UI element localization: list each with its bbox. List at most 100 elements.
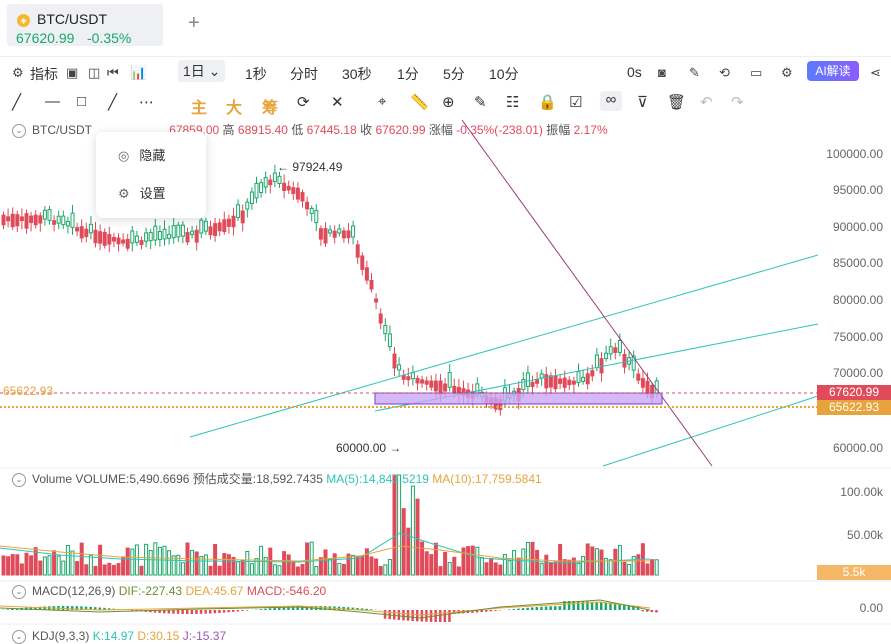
- y-label: 60000.00: [833, 441, 883, 455]
- legend-amp: 2.17%: [574, 123, 608, 137]
- rewind-icon[interactable]: ⏮: [107, 65, 119, 81]
- volume-bar: [416, 499, 419, 575]
- interval-1d[interactable]: 1日 ⌄: [178, 60, 225, 82]
- chart-type-icon[interactable]: 📊: [130, 65, 146, 81]
- macd-bar: [490, 610, 493, 611]
- interval-1s[interactable]: 1秒: [245, 64, 267, 84]
- lock-icon[interactable]: 🔒: [538, 93, 557, 111]
- macd-bar: [7, 609, 10, 610]
- candle-body: [255, 183, 258, 198]
- brush-icon[interactable]: ╱: [108, 93, 117, 111]
- volume-legend: ⌄Volume VOLUME:5,490.6696 预估成交量:18,592.7…: [12, 470, 542, 487]
- edit-icon[interactable]: ✎: [689, 65, 700, 81]
- text-tool-icon[interactable]: ⌖: [378, 93, 386, 110]
- macd-bar: [181, 610, 184, 614]
- volume-bar: [338, 563, 341, 575]
- collapse-icon[interactable]: ⌄: [12, 473, 26, 487]
- horizontal-line-icon[interactable]: —: [45, 93, 60, 110]
- volume-bar: [623, 562, 626, 575]
- candle-body: [186, 233, 189, 242]
- volume-bar: [85, 565, 88, 575]
- main-chart-toggle[interactable]: 主: [191, 94, 207, 118]
- menu-item-settings[interactable]: ⚙设置: [118, 183, 166, 202]
- interval-1m[interactable]: 1分: [397, 64, 419, 84]
- replay-icon[interactable]: ⟲: [719, 65, 730, 81]
- checklist-icon[interactable]: ☑: [569, 93, 582, 111]
- redo-icon[interactable]: ↷: [731, 93, 744, 111]
- volume-bar: [195, 552, 198, 575]
- candle-body: [25, 214, 28, 228]
- collapse-icon[interactable]: ⌄: [12, 585, 26, 599]
- indicators-button[interactable]: 指标: [30, 64, 58, 84]
- volume-bar: [287, 555, 290, 575]
- volume-bar: [361, 557, 364, 575]
- volume-bar: [301, 565, 304, 575]
- volume-bar: [439, 567, 442, 575]
- macd-bar: [508, 609, 511, 610]
- volume-bar: [614, 549, 617, 575]
- candle-body: [572, 381, 575, 384]
- big-order-toggle[interactable]: 大: [226, 94, 242, 118]
- symbol-tab[interactable]: ◈ BTC/USDT 67620.99 -0.35%: [7, 4, 163, 46]
- more-icon[interactable]: ⋯: [139, 93, 154, 111]
- candle-body: [563, 378, 566, 387]
- legend-close-label: 收: [360, 123, 372, 137]
- legend-amp-label: 振幅: [546, 123, 570, 137]
- collapse-icon[interactable]: ⌄: [12, 124, 26, 138]
- collapse-icon[interactable]: ⌄: [12, 630, 26, 644]
- magnet-icon[interactable]: ∞: [600, 91, 622, 111]
- trash-icon[interactable]: 🗑: [667, 93, 686, 111]
- menu-item-hide[interactable]: ◎隐藏: [118, 145, 165, 164]
- volume-bar: [549, 563, 552, 575]
- filter-icon[interactable]: ⊽: [637, 93, 648, 111]
- macd-bar: [269, 608, 272, 610]
- ai-analysis-button[interactable]: AI解读: [807, 61, 859, 81]
- volume-bar: [66, 546, 69, 575]
- rectangle-icon[interactable]: □: [77, 93, 86, 110]
- eraser-icon[interactable]: ✕: [331, 93, 344, 111]
- pen-icon[interactable]: ✎: [474, 93, 487, 111]
- interval-5m[interactable]: 5分: [443, 64, 465, 84]
- legend-change-label: 涨幅: [429, 123, 453, 137]
- layout-icon[interactable]: ◫: [88, 65, 100, 81]
- candle-body: [89, 224, 92, 232]
- macd-bar: [444, 610, 447, 622]
- volume-bar: [103, 565, 106, 575]
- candles-icon[interactable]: ☷: [506, 93, 519, 111]
- volume-bar: [154, 543, 157, 575]
- undo-icon[interactable]: ↶: [700, 93, 713, 111]
- settings-icon[interactable]: ⚙: [781, 65, 793, 81]
- zoom-icon[interactable]: ⊕: [442, 93, 455, 111]
- interval-10m[interactable]: 10分: [489, 64, 519, 84]
- add-tab-icon[interactable]: +: [188, 12, 200, 35]
- interval-30s[interactable]: 30秒: [342, 64, 372, 84]
- candle-body: [39, 216, 42, 223]
- macd-dif-line: [0, 600, 650, 618]
- macd-bar: [232, 610, 235, 612]
- volume-bar: [237, 562, 240, 575]
- candle-body: [154, 226, 157, 240]
- screenshot-icon[interactable]: ▣: [66, 65, 78, 81]
- candle-body: [117, 238, 120, 244]
- sync-icon[interactable]: ⟳: [297, 93, 310, 111]
- candle-body: [227, 219, 230, 226]
- candle-body: [273, 173, 276, 181]
- macd-bar: [237, 610, 240, 611]
- candle-body: [122, 240, 125, 243]
- ruler-icon[interactable]: 📏: [410, 93, 429, 111]
- y-label: 100000.00: [826, 147, 883, 161]
- interval-timeshare[interactable]: 分时: [290, 64, 318, 84]
- share-icon[interactable]: ⋖: [870, 65, 881, 81]
- chips-toggle[interactable]: 筹: [262, 94, 278, 118]
- camera-icon[interactable]: ◙: [658, 65, 666, 80]
- eye-off-icon: ◎: [118, 148, 129, 163]
- volume-bar: [204, 555, 207, 575]
- volume-ma5: MA(5):14,843.5219: [326, 472, 429, 486]
- candle-body: [163, 229, 166, 239]
- volume-bar: [559, 544, 562, 575]
- volume-bar: [655, 560, 658, 575]
- trendline-icon[interactable]: ╱: [12, 93, 21, 111]
- fullscreen-icon[interactable]: ▭: [750, 65, 762, 81]
- candle-body: [48, 210, 51, 221]
- indicator-icon[interactable]: ⚙: [12, 65, 24, 81]
